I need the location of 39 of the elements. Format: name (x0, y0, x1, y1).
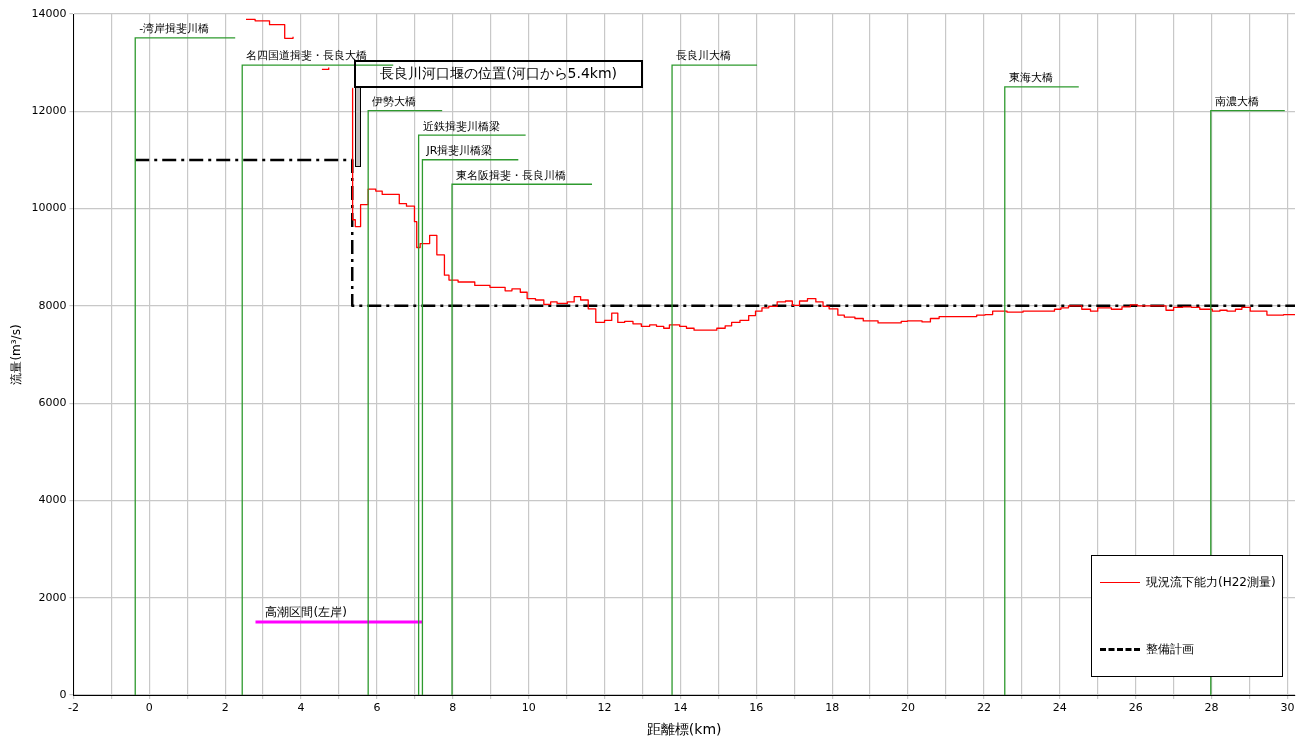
y-tick-label: 14000 (31, 6, 67, 20)
y-tick-label: 10000 (31, 201, 67, 215)
legend-label: 現況流下能力(H22測量) (1146, 574, 1276, 591)
x-tick-label: 14 (673, 701, 688, 715)
legend-label: 整備計画 (1146, 641, 1194, 658)
x-tick-label: 30 (1280, 701, 1295, 715)
ref-line-label: 伊勢大橋 (372, 95, 417, 109)
y-tick-label: 6000 (38, 396, 67, 409)
x-tick-label: 6 (373, 701, 381, 715)
ref-line-label: 南濃大橋 (1214, 95, 1259, 109)
ref-line-label: 長良川大橋 (676, 49, 732, 63)
x-tick-label: -2 (67, 701, 79, 715)
y-tick-label: 4000 (38, 493, 67, 507)
x-axis-title: 距離標(km) (646, 721, 722, 738)
x-tick-label: 4 (297, 701, 305, 715)
ref-line-label: JR揖斐川橋梁 (425, 144, 493, 158)
x-tick-label: 16 (749, 701, 764, 715)
x-tick-label: 24 (1052, 701, 1067, 715)
series-label: 高潮区間(左岸) (265, 605, 347, 620)
x-tick-label: 28 (1204, 701, 1219, 715)
ref-line-label: -湾岸揖斐川橋 (139, 22, 210, 36)
y-tick-label: 2000 (38, 590, 67, 604)
ref-line-label: 東海大橋 (1008, 71, 1053, 85)
ref-line-label: 近鉄揖斐川橋梁 (422, 119, 500, 133)
x-tick-label: 18 (825, 701, 840, 715)
y-axis-title: 流量(m³/s) (9, 324, 24, 385)
y-tick-label: 0 (59, 687, 67, 701)
x-tick-label: 8 (449, 701, 457, 715)
ref-line-label: 東名阪揖斐・長良川橋 (456, 168, 567, 182)
x-tick-label: 26 (1128, 701, 1143, 715)
y-tick-label: 12000 (31, 104, 67, 118)
x-tick-label: 12 (597, 701, 612, 715)
x-tick-label: 0 (145, 701, 153, 715)
label-box: 長良川河口堰の位置(河口から5.4km) (354, 59, 644, 88)
x-tick-label: 20 (901, 701, 916, 715)
y-tick-label: 8000 (38, 298, 67, 312)
x-tick-label: 22 (976, 701, 991, 715)
x-tick-label: 2 (221, 701, 229, 715)
x-tick-label: 10 (521, 701, 536, 715)
